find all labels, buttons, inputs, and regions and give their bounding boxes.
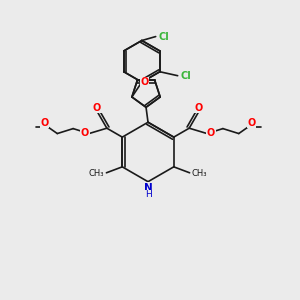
Text: O: O (248, 118, 256, 128)
Text: O: O (81, 128, 89, 138)
Text: N: N (144, 183, 152, 193)
Text: Cl: Cl (180, 71, 191, 81)
Text: O: O (40, 118, 49, 128)
Text: CH₃: CH₃ (89, 169, 104, 178)
Text: O: O (207, 128, 215, 138)
Text: O: O (140, 77, 148, 87)
Text: O: O (93, 103, 101, 113)
Text: O: O (195, 103, 203, 113)
Text: Cl: Cl (158, 32, 169, 42)
Text: CH₃: CH₃ (192, 169, 207, 178)
Text: H: H (145, 190, 152, 199)
